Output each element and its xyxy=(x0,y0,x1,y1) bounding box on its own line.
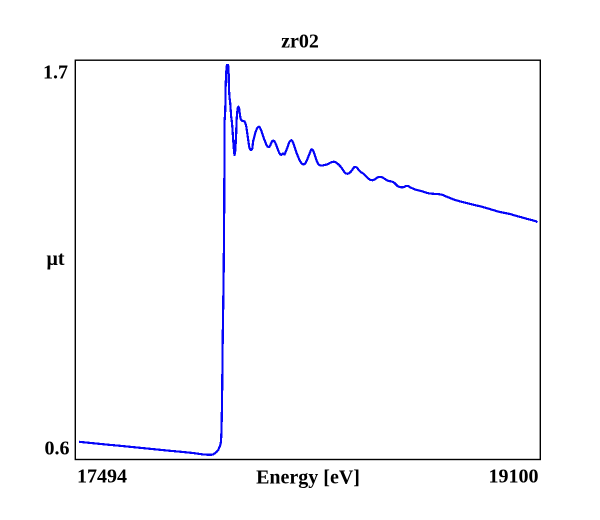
svg-text:17494: 17494 xyxy=(77,466,127,488)
svg-text:19100: 19100 xyxy=(489,465,539,487)
svg-text:μt: μt xyxy=(47,248,65,270)
svg-text:zr02: zr02 xyxy=(281,31,319,53)
svg-text:0.6: 0.6 xyxy=(45,438,70,460)
svg-text:1.7: 1.7 xyxy=(43,61,68,83)
svg-text:Energy [eV]: Energy [eV] xyxy=(256,467,360,489)
